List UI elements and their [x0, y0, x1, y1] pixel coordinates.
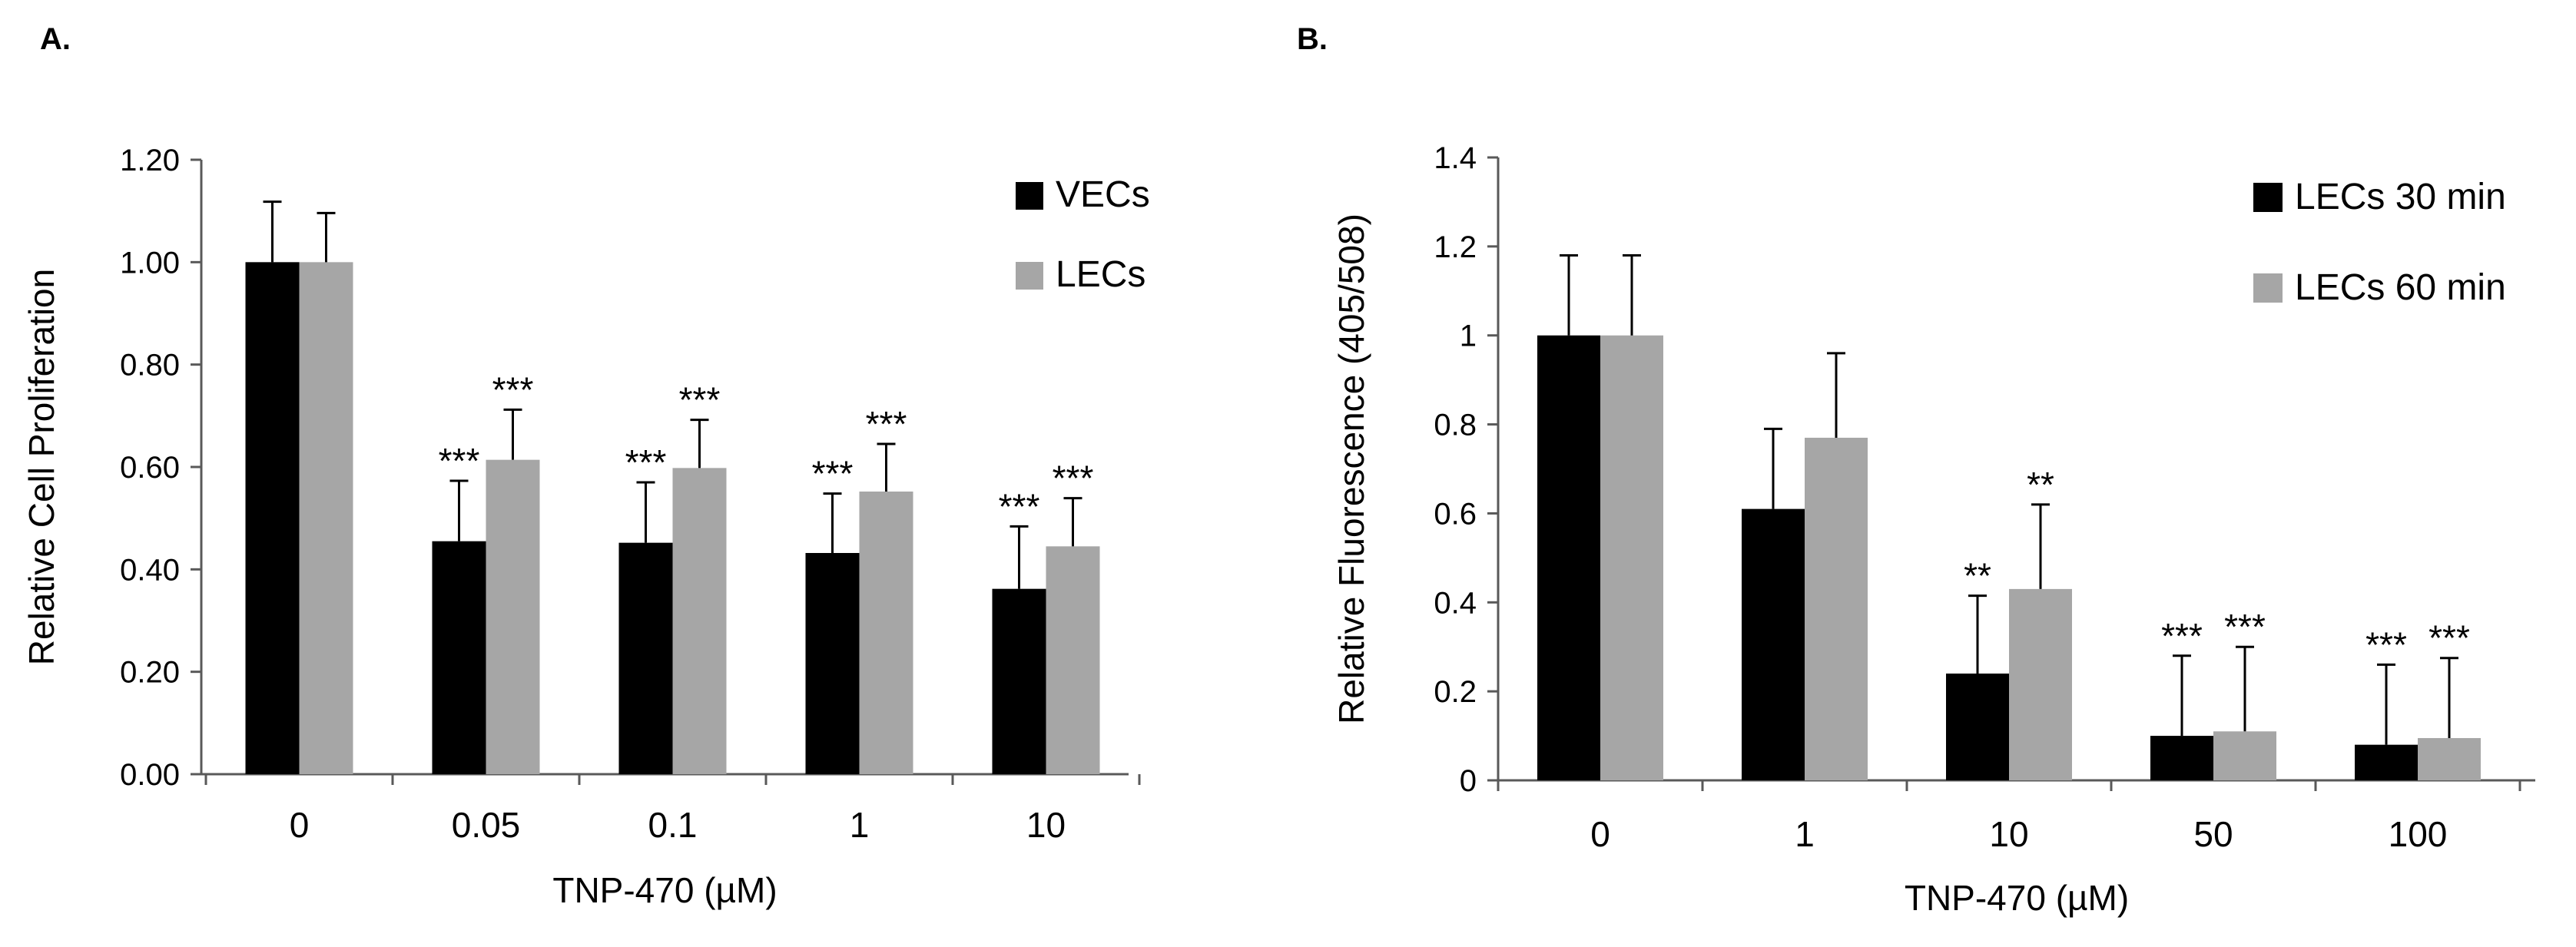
- bar-vecs-10: [992, 588, 1046, 774]
- bar-lecs-0: [299, 262, 353, 774]
- y-tick-label: 0.20: [120, 656, 180, 690]
- panel-b-label: B.: [1297, 22, 1328, 56]
- significance-marker: **: [1964, 556, 1991, 596]
- bar-vecs-0: [245, 262, 300, 774]
- significance-marker: ***: [439, 441, 480, 481]
- bar-lecs-60-min-0: [1600, 335, 1663, 780]
- bar-lecs-30-min-1: [1742, 508, 1805, 780]
- bar-lecs-1: [859, 492, 913, 774]
- y-tick-label: 0.60: [120, 451, 180, 485]
- x-category-label: 10: [1989, 814, 2028, 854]
- legend-label-vecs: VECs: [1056, 174, 1150, 215]
- y-tick-label: 1.00: [120, 246, 180, 280]
- legend-swatch-lecs-60-min: [2253, 273, 2283, 303]
- panel-b-chart: B. Relative Fluorescence (405/508) TNP-4…: [1297, 22, 2535, 918]
- x-category-label: 100: [2389, 814, 2448, 854]
- bar-lecs-0.05: [486, 459, 540, 774]
- x-category-label: 1: [850, 805, 870, 845]
- significance-marker: ***: [2428, 618, 2470, 658]
- panel-b-legend: LECs 30 min LECs 60 min: [2253, 177, 2506, 308]
- significance-marker: ***: [2224, 607, 2266, 647]
- panel-a-x-axis-title: TNP-470 (µM): [552, 870, 777, 910]
- x-category-label: 0.1: [648, 805, 698, 845]
- significance-marker: ***: [999, 486, 1040, 526]
- significance-marker: ***: [679, 380, 721, 420]
- y-tick-label: 0: [1460, 764, 1477, 798]
- panel-a-label: A.: [40, 22, 71, 56]
- bar-lecs-10: [1046, 546, 1100, 774]
- significance-marker: ***: [492, 369, 534, 409]
- x-category-label: 10: [1026, 805, 1066, 845]
- x-category-label: 0: [1590, 814, 1610, 854]
- y-tick-label: 1.20: [120, 144, 180, 177]
- x-category-label: 0: [290, 805, 310, 845]
- significance-marker: ***: [812, 454, 854, 494]
- legend-label-lecs-60-min: LECs 60 min: [2295, 267, 2506, 308]
- panel-b-marks: 0 0.2 0.4 0.6 0.8 1 1.2 1.4 0 1 ** ** 10 *** *** 50 *** *…: [1434, 141, 2535, 854]
- y-tick-label: 1: [1460, 320, 1477, 353]
- panel-a-chart: A. Relative Cell Proliferation TNP-470 (…: [22, 22, 1150, 910]
- y-tick-label: 0.6: [1434, 497, 1477, 531]
- legend-swatch-lecs: [1016, 262, 1043, 290]
- bar-vecs-0.1: [618, 542, 673, 774]
- significance-marker: ***: [2365, 624, 2407, 664]
- legend-swatch-lecs-30-min: [2253, 183, 2283, 212]
- significance-marker: ***: [1053, 459, 1094, 498]
- significance-marker: ***: [625, 442, 667, 482]
- bar-lecs-30-min-50: [2150, 736, 2213, 780]
- y-tick-label: 0.4: [1434, 586, 1477, 620]
- bar-lecs-30-min-10: [1946, 673, 2009, 780]
- bar-lecs-30-min-0: [1537, 335, 1600, 780]
- bar-vecs-0.05: [432, 541, 486, 774]
- significance-marker: **: [2027, 465, 2054, 505]
- x-category-label: 0.05: [452, 805, 521, 845]
- legend-swatch-vecs: [1016, 182, 1043, 210]
- legend-label-lecs-30-min: LECs 30 min: [2295, 177, 2506, 217]
- panel-a-legend: VECs LECs: [1016, 174, 1150, 295]
- bar-vecs-1: [805, 553, 860, 774]
- bar-lecs-60-min-100: [2418, 737, 2481, 780]
- panel-b-x-axis-title: TNP-470 (µM): [1905, 878, 2129, 918]
- y-tick-label: 0.40: [120, 553, 180, 587]
- panel-a-y-axis-title: Relative Cell Proliferation: [22, 269, 61, 665]
- bar-lecs-60-min-50: [2213, 731, 2276, 780]
- x-category-label: 50: [2193, 814, 2233, 854]
- bar-lecs-0.1: [672, 468, 727, 774]
- y-tick-label: 0.00: [120, 758, 180, 792]
- bar-lecs-60-min-10: [2009, 588, 2072, 780]
- y-tick-label: 1.2: [1434, 230, 1477, 264]
- bar-lecs-60-min-1: [1805, 437, 1868, 780]
- bar-lecs-30-min-100: [2355, 744, 2418, 780]
- significance-marker: ***: [2161, 616, 2203, 656]
- y-tick-label: 0.80: [120, 349, 180, 382]
- panel-b-y-axis-title: Relative Fluorescence (405/508): [1331, 214, 1371, 724]
- significance-marker: ***: [866, 404, 907, 444]
- y-tick-label: 0.8: [1434, 409, 1477, 442]
- panel-a-marks: 0.00 0.20 0.40 0.60 0.80 1.00 1.20 0 *** *** 0.05 *…: [120, 144, 1141, 845]
- x-category-label: 1: [1795, 814, 1815, 854]
- y-tick-label: 1.4: [1434, 141, 1477, 175]
- y-tick-label: 0.2: [1434, 675, 1477, 709]
- legend-label-lecs: LECs: [1056, 254, 1145, 295]
